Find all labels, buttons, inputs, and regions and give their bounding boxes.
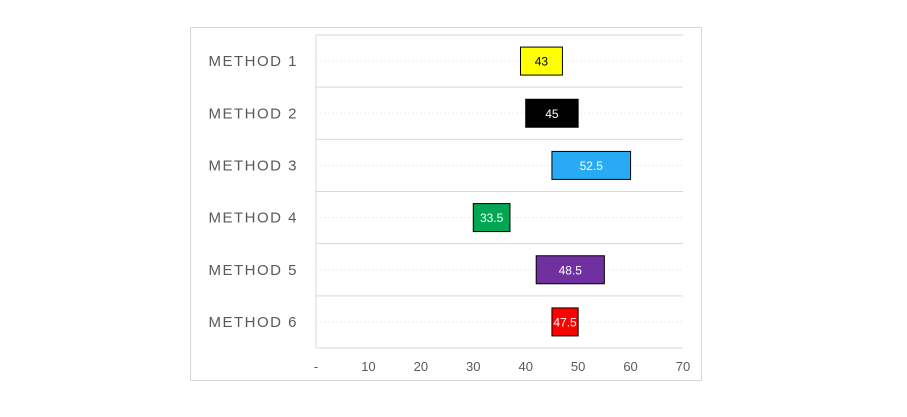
x-tick-label: 70 bbox=[676, 359, 690, 374]
x-tick-label: 50 bbox=[571, 359, 585, 374]
range-bar bbox=[472, 203, 511, 233]
x-tick-label: 30 bbox=[466, 359, 480, 374]
x-tick-label: 60 bbox=[623, 359, 637, 374]
range-bar bbox=[535, 255, 605, 285]
bar-data-label: 43 bbox=[535, 55, 549, 69]
range-bar bbox=[525, 98, 579, 128]
range-bar bbox=[551, 307, 579, 337]
chart-frame: - 10 20 30 40 50 60 70 METHOD 1 METHOD 2 METHOD 3 M… bbox=[190, 27, 702, 381]
x-tick-label: 10 bbox=[361, 359, 375, 374]
x-tick-label: 40 bbox=[518, 359, 532, 374]
bar-data-label: 45 bbox=[545, 107, 559, 121]
category-label: METHOD 5 bbox=[208, 262, 298, 279]
range-bar bbox=[551, 150, 632, 180]
category-label: METHOD 2 bbox=[208, 105, 298, 122]
range-bar-chart: - 10 20 30 40 50 60 70 METHOD 1 METHOD 2 METHOD 3 M… bbox=[208, 34, 690, 374]
category-label: METHOD 4 bbox=[208, 210, 298, 227]
bar-data-label: 48.5 bbox=[559, 263, 583, 277]
bar-data-label: 33.5 bbox=[480, 211, 504, 225]
category-label: METHOD 3 bbox=[208, 157, 298, 174]
category-label: METHOD 1 bbox=[208, 53, 298, 70]
x-tick-label: - bbox=[314, 359, 318, 374]
category-label: METHOD 6 bbox=[208, 314, 298, 331]
bar-data-label: 47.5 bbox=[553, 315, 577, 329]
x-tick-label: 20 bbox=[414, 359, 428, 374]
bar-data-label: 52.5 bbox=[580, 159, 604, 173]
range-bar bbox=[519, 46, 563, 76]
